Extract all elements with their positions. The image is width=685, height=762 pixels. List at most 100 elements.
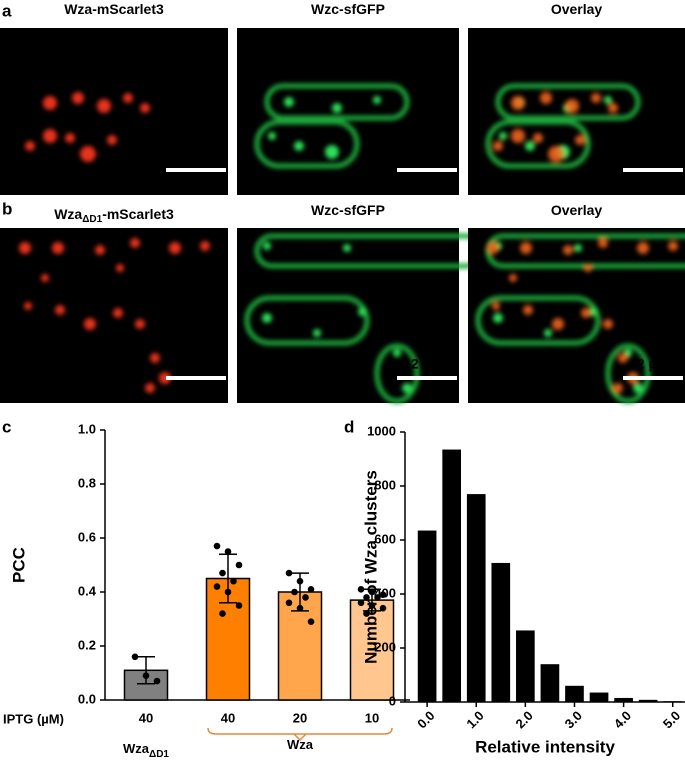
data-point [213, 542, 221, 550]
label-part: Wza [123, 741, 150, 756]
green-spot [332, 103, 342, 113]
red-spot [41, 274, 49, 282]
red-spot [565, 99, 579, 113]
green-spot [402, 383, 412, 393]
scale-bar-label: 2 µm [637, 148, 669, 164]
red-spot [575, 135, 585, 145]
red-spot [25, 141, 35, 151]
label-part: ΔD1 [149, 749, 169, 760]
signal [475, 233, 685, 404]
label-part: Wza-mScarlet3 [64, 1, 164, 17]
red-spot [613, 383, 623, 393]
red-spot [493, 141, 503, 151]
data-point [142, 672, 150, 679]
cell-outline [374, 343, 420, 404]
bar [589, 692, 609, 702]
red-spot [107, 135, 117, 145]
green-spot [343, 244, 351, 252]
red-spot [509, 274, 517, 282]
data-point [379, 604, 387, 612]
green-spot [294, 141, 304, 151]
data-point [235, 602, 243, 609]
data-point [213, 583, 221, 590]
bar [349, 599, 395, 701]
bar [540, 664, 560, 702]
red-spot [130, 238, 140, 248]
label: Overlay [551, 202, 603, 218]
green-spot [373, 96, 381, 104]
y-axis-label: Number of Wza clusters [361, 470, 380, 664]
label-part: -mScarlet3 [102, 206, 174, 222]
scale-bar [623, 376, 683, 380]
cell-outline [264, 83, 410, 121]
signal [19, 238, 210, 393]
red-spot [65, 133, 75, 143]
red-spot [135, 319, 145, 329]
red-spot [637, 242, 649, 254]
bar [442, 449, 461, 702]
data-point [379, 591, 387, 598]
data-point [357, 599, 365, 607]
panel-label: d [344, 417, 354, 436]
y-tick-label: 0.0 [78, 691, 96, 706]
x-tick-label: 1.0 [463, 708, 486, 731]
signal [25, 92, 150, 162]
label: Wzc-sfGFP [311, 202, 385, 218]
x-tick-label: 40 [221, 710, 235, 725]
scale-bar-label: 2 µm [411, 148, 443, 164]
red-spot [584, 264, 592, 272]
bar [614, 697, 633, 702]
micrograph [237, 228, 459, 403]
panel-label: b [2, 199, 12, 218]
y-tick-label: 1000 [367, 423, 396, 438]
cell-outline [254, 119, 360, 169]
y-tick-label: 0.8 [78, 475, 96, 490]
data-point [291, 588, 298, 596]
red-spot [487, 242, 499, 254]
signal [485, 83, 641, 169]
green-spot [262, 313, 272, 323]
red-spot [116, 264, 124, 272]
y-tick-label: 600 [374, 531, 396, 546]
red-spot [563, 245, 573, 255]
data-point [153, 677, 161, 685]
label: Wzc-sfGFP [311, 1, 385, 17]
label-part: Overlay [551, 202, 603, 218]
red-spot [200, 241, 210, 251]
red-spot [668, 241, 678, 251]
red-spot [520, 242, 532, 254]
micrograph [0, 28, 228, 195]
red-spot [55, 305, 65, 315]
green-spot [525, 141, 535, 151]
data-point [363, 594, 370, 601]
data-point [285, 599, 293, 607]
data-point [224, 548, 232, 555]
green-spot [544, 329, 552, 337]
green-spot [493, 313, 503, 323]
panel-label: a [2, 1, 12, 20]
green-spot [574, 244, 582, 252]
scale-bar-label: 2 µm [411, 356, 443, 372]
label-part: Overlay [551, 1, 603, 17]
red-spot [84, 318, 96, 330]
bar [417, 530, 437, 702]
bar [638, 699, 658, 702]
green-spot [263, 242, 271, 250]
panel-label: c [2, 417, 11, 436]
group-bracket [207, 727, 393, 742]
data-point [235, 561, 243, 569]
data-point [219, 569, 226, 577]
y-tick-label: 400 [374, 585, 396, 600]
data-point [368, 602, 376, 609]
label-part: Wza [54, 206, 82, 222]
red-spot [492, 302, 500, 310]
cell-outline [244, 295, 370, 346]
cell-outline [475, 295, 601, 346]
red-spot [511, 129, 525, 143]
data-point [131, 653, 139, 661]
red-spot [533, 133, 543, 143]
y-tick-label: 200 [374, 639, 396, 654]
bar [663, 701, 683, 702]
x-axis-label: IPTG (µM) [3, 711, 64, 726]
